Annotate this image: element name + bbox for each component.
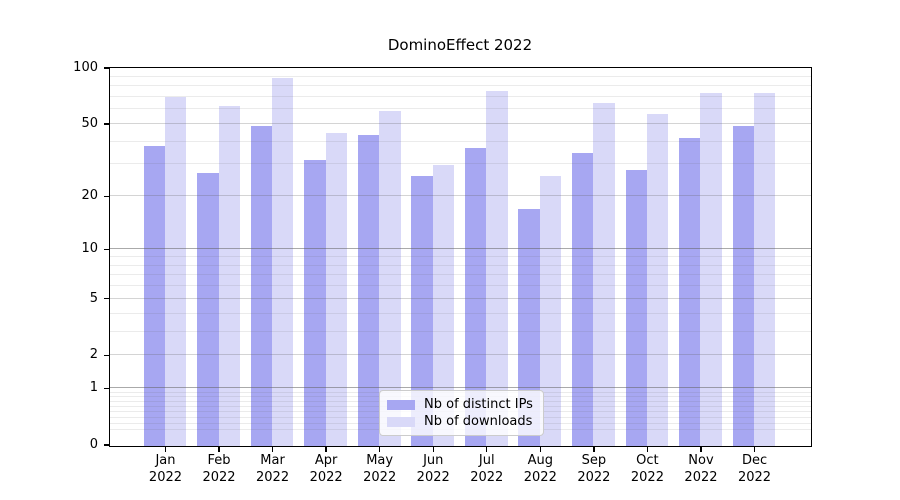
y-tick-mark-2 [103,354,109,356]
gridline-y-7 [109,274,811,276]
x-tick-label-dec: Dec 2022 [737,453,772,485]
gridline-y-9 [109,255,811,257]
legend-label-downloads: Nb of downloads [424,414,533,429]
bar-downloads-apr [325,132,348,446]
y-tick-label-20: 20 [81,188,98,204]
y-tick-mark-5 [103,298,109,300]
y-tick-label-100: 100 [73,60,98,75]
gridline-y-90 [109,75,811,77]
y-tick-label-1: 1 [89,380,98,396]
x-tick-label-sep: Sep 2022 [577,453,611,485]
bar-ips-oct [625,170,647,446]
gridline-y-8 [109,264,811,266]
y-tick-mark-0 [103,444,109,446]
legend-item-downloads: Nb of downloads [387,414,535,430]
gridline-y-3 [109,330,811,332]
x-tick-mark-sep [593,446,595,452]
bar-downloads-jun [432,165,455,446]
y-tick-label-50: 50 [81,115,98,131]
gridline-y-80 [109,85,811,87]
bar-downloads-aug [539,176,562,446]
x-tick-label-apr: Apr 2022 [309,453,343,485]
y-tick-label-10: 10 [81,241,98,257]
bar-downloads-dec [754,92,776,446]
y-tick-mark-1 [103,387,109,390]
bar-downloads-sep [593,103,615,446]
plot-area [108,66,812,447]
x-tick-mark-feb [218,446,220,452]
gridline-y-70 [109,95,811,97]
x-tick-label-feb: Feb 2022 [202,453,236,485]
y-tick-mark-10 [103,248,109,250]
x-tick-label-oct: Oct 2022 [630,453,664,485]
x-tick-mark-jan [164,446,167,452]
x-tick-mark-aug [539,446,541,452]
bar-downloads-jan [164,97,187,446]
gridline-y-2 [109,354,811,356]
bar-ips-nov [679,138,701,446]
gridline-y-6 [109,285,811,287]
bar-ips-aug [518,209,540,446]
gridline-y-50 [109,122,811,124]
bar-ips-jan [143,146,165,446]
gridline-y-20 [109,195,811,197]
legend-swatch-downloads [387,417,415,427]
gridline-y-4 [109,312,811,314]
gridline-y-5 [109,297,811,299]
gridline-y-1 [109,387,811,389]
x-tick-mark-mar [271,446,274,452]
x-tick-label-may: May 2022 [363,453,397,485]
x-tick-label-jun: Jun 2022 [416,453,450,485]
bar-ips-apr [304,159,326,446]
bar-ips-sep [571,152,594,446]
bar-downloads-oct [646,113,669,446]
bar-ips-jul [464,148,487,446]
chart-title: DominoEffect 2022 [387,36,533,54]
y-tick-mark-50 [103,123,109,125]
bar-ips-jun [411,176,433,446]
y-tick-mark-20 [103,195,109,197]
x-tick-label-nov: Nov 2022 [684,453,718,485]
y-tick-label-0: 0 [89,437,98,452]
x-tick-mark-nov [700,446,702,452]
bar-downloads-jul [486,90,508,446]
y-tick-mark-100 [103,67,109,69]
x-tick-label-jul: Jul 2022 [470,453,504,485]
x-tick-label-jan: Jan 2022 [148,453,183,485]
x-tick-label-aug: Aug 2022 [523,453,557,485]
gridline-y-60 [109,108,811,110]
bar-ips-dec [732,125,755,446]
legend-label-distinct-ips: Nb of distinct IPs [424,397,533,412]
y-tick-label-2: 2 [89,347,98,363]
bar-downloads-mar [272,77,294,446]
bar-downloads-nov [700,92,722,446]
bar-ips-mar [250,125,273,446]
x-tick-mark-may [379,446,381,452]
bar-downloads-feb [218,105,240,446]
x-tick-label-mar: Mar 2022 [256,453,290,485]
legend-item-distinct-ips: Nb of distinct IPs [387,397,535,413]
legend-swatch-distinct-ips [387,400,415,410]
gridline-y-40 [109,140,811,142]
x-tick-mark-oct [646,446,649,452]
x-tick-mark-jul [486,446,488,452]
x-tick-mark-jun [432,446,434,452]
bar-downloads-may [379,111,401,446]
x-tick-mark-apr [325,446,327,452]
bar-ips-feb [197,173,219,446]
y-tick-label-5: 5 [89,290,98,306]
gridline-y-10 [109,248,811,250]
legend: Nb of distinct IPs Nb of downloads [379,390,544,436]
x-tick-mark-dec [753,446,756,452]
bar-ips-may [357,134,380,446]
gridline-y-30 [109,163,811,165]
